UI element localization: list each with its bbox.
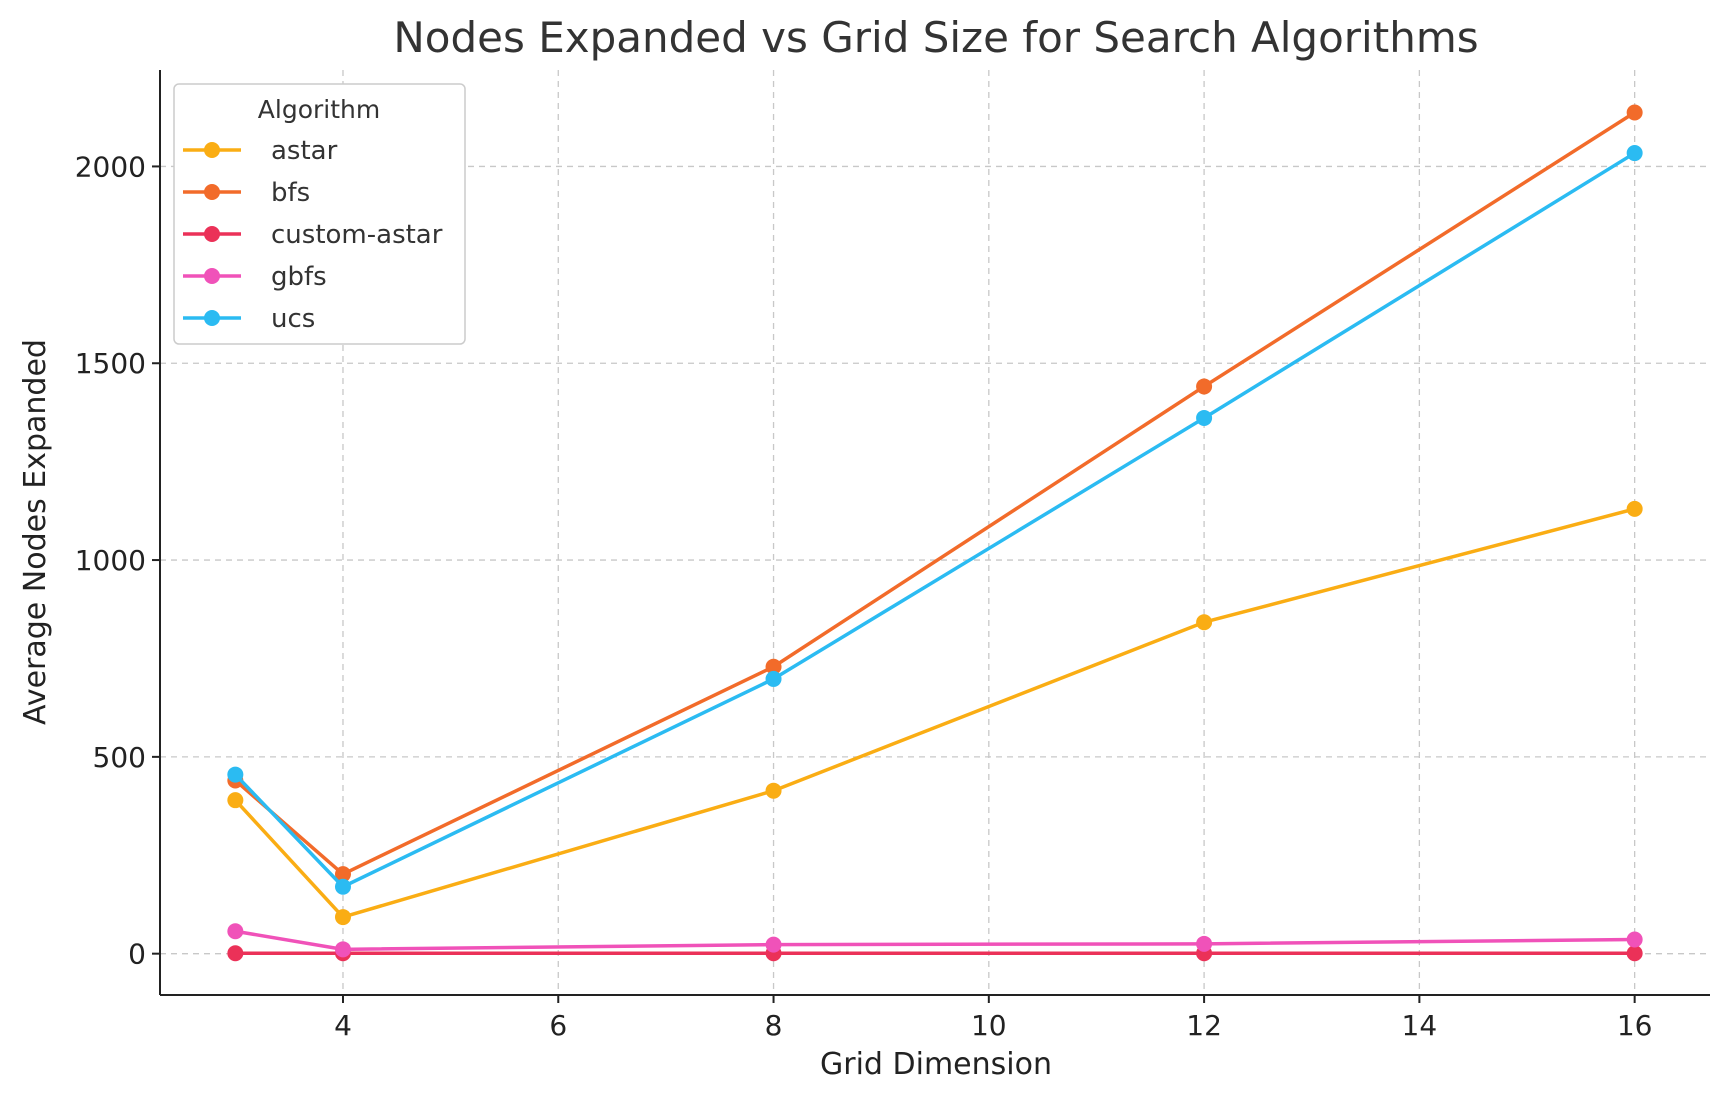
legend-entry-ucs: ucs xyxy=(183,304,315,334)
x-tick-label: 16 xyxy=(1617,1009,1653,1042)
axes xyxy=(159,70,1710,996)
legend-label: bfs xyxy=(271,178,310,208)
tick-labels: 4 6 8 10 12 14 16 0 500 1000 1500 2000 xyxy=(75,150,1653,1042)
legend-entries: astar bfs custom-astar gbfs ucs xyxy=(183,136,443,334)
series-layer xyxy=(227,104,1643,962)
chart-title: Nodes Expanded vs Grid Size for Search A… xyxy=(393,13,1478,62)
series-ucs xyxy=(227,145,1643,895)
data-point-gbfs xyxy=(765,936,782,953)
series-astar xyxy=(227,500,1643,926)
data-point-gbfs xyxy=(1196,935,1213,952)
legend-entry-gbfs: gbfs xyxy=(183,262,327,292)
data-point-gbfs xyxy=(227,923,244,940)
series-line-gbfs xyxy=(235,929,1635,952)
legend-entry-bfs: bfs xyxy=(183,178,310,208)
series-line-astar xyxy=(234,507,1636,919)
y-tick-label: 0 xyxy=(128,938,146,971)
x-axis-title: Grid Dimension xyxy=(820,1047,1052,1082)
legend-swatch-marker xyxy=(204,310,220,326)
legend-entry-custom-astar: custom-astar xyxy=(183,220,443,250)
y-axis-title: Average Nodes Expanded xyxy=(18,339,53,725)
legend-swatch-marker xyxy=(204,142,220,158)
legend-label: ucs xyxy=(271,304,315,334)
legend-label: astar xyxy=(271,136,338,166)
legend-box xyxy=(173,83,466,345)
legend-label: gbfs xyxy=(271,262,327,292)
data-point-bfs xyxy=(765,658,782,675)
x-tick-label: 6 xyxy=(549,1009,567,1042)
y-tick-label: 2000 xyxy=(75,150,146,183)
data-point-ucs xyxy=(334,878,351,895)
data-point-ucs xyxy=(227,766,244,783)
data-point-astar xyxy=(227,792,244,809)
legend-swatch-marker xyxy=(204,268,220,284)
data-point-bfs xyxy=(1626,104,1643,121)
x-tick-label: 12 xyxy=(1186,1009,1222,1042)
data-point-astar xyxy=(1196,614,1213,631)
data-point-ucs xyxy=(1196,409,1213,426)
data-point-bfs xyxy=(1196,378,1213,395)
y-tick-label: 1500 xyxy=(75,347,146,380)
legend-label: custom-astar xyxy=(271,220,443,250)
x-tick-label: 4 xyxy=(334,1009,352,1042)
data-point-ucs xyxy=(1626,145,1643,162)
data-point-custom-astar xyxy=(227,945,244,962)
data-point-astar xyxy=(1626,500,1643,517)
y-tick-label: 500 xyxy=(93,741,146,774)
data-point-custom-astar xyxy=(1626,945,1643,962)
x-tick-label: 10 xyxy=(971,1009,1007,1042)
legend-swatch-marker xyxy=(204,184,220,200)
data-point-gbfs xyxy=(334,941,351,958)
data-point-astar xyxy=(765,782,782,799)
data-point-gbfs xyxy=(1626,931,1643,948)
legend-title: Algorithm xyxy=(258,95,380,124)
series-gbfs xyxy=(227,923,1643,958)
data-point-ucs xyxy=(765,670,782,687)
legend-entry-astar: astar xyxy=(183,136,338,166)
legend: Algorithm astar bfs custom-astar gbfs ucs xyxy=(173,83,466,345)
x-tick-label: 14 xyxy=(1402,1009,1438,1042)
data-point-astar xyxy=(334,909,351,926)
y-tick-label: 1000 xyxy=(75,544,146,577)
data-point-bfs xyxy=(334,866,351,883)
legend-swatch-marker xyxy=(204,226,220,242)
x-tick-label: 8 xyxy=(765,1009,783,1042)
